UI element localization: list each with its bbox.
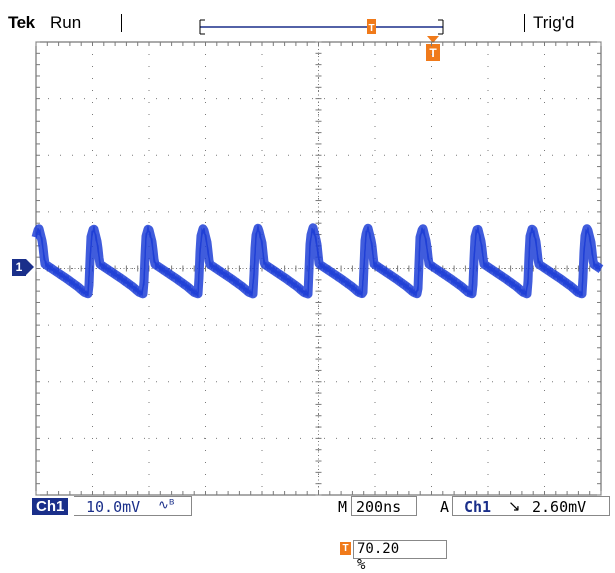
channel-1-marker-arrow bbox=[26, 259, 34, 275]
readout-bar: Ch1 10.0mV ∿ᴮ M 200ns A Ch1 ↘ 2.60mV bbox=[0, 496, 615, 520]
trigger-mode: A bbox=[440, 498, 450, 516]
channel-1-ground-marker[interactable]: 1 bbox=[12, 259, 26, 276]
position-box bbox=[353, 540, 447, 559]
trigger-source: Ch1 bbox=[464, 498, 492, 516]
svg-text:T: T bbox=[368, 23, 374, 34]
run-status: Run bbox=[50, 13, 82, 32]
waveform-display: T T bbox=[31, 19, 605, 496]
trigger-readout-box bbox=[452, 496, 610, 516]
record-trigger-icon bbox=[367, 19, 376, 34]
horizontal-position-value: 70.20 % bbox=[357, 541, 400, 573]
record-view-indicator: T bbox=[199, 19, 444, 35]
timebase-value: 200ns bbox=[356, 498, 402, 516]
trigger-marker-label: T bbox=[429, 46, 437, 60]
channel-badge[interactable]: Ch1 bbox=[32, 498, 69, 515]
trigger-level: 2.60mV bbox=[532, 498, 587, 516]
separator bbox=[121, 14, 122, 32]
trigger-position-icon: T bbox=[340, 542, 351, 555]
brand-logo: Tek bbox=[8, 13, 35, 32]
channel-readout-box bbox=[74, 496, 192, 516]
vertical-scale: 10.0mV bbox=[86, 498, 141, 516]
falling-edge-icon: ↘ bbox=[508, 497, 521, 515]
separator bbox=[524, 14, 525, 32]
trigger-position-marker[interactable]: T bbox=[426, 36, 440, 61]
status-bar: Tek Run Trig'd bbox=[0, 0, 615, 38]
bandwidth-limit-icon: ∿ᴮ bbox=[158, 498, 175, 513]
channel-1-trace bbox=[31, 223, 605, 299]
trigger-status: Trig'd bbox=[533, 13, 575, 32]
timebase-label: M bbox=[338, 498, 348, 516]
timebase-box bbox=[351, 496, 417, 516]
